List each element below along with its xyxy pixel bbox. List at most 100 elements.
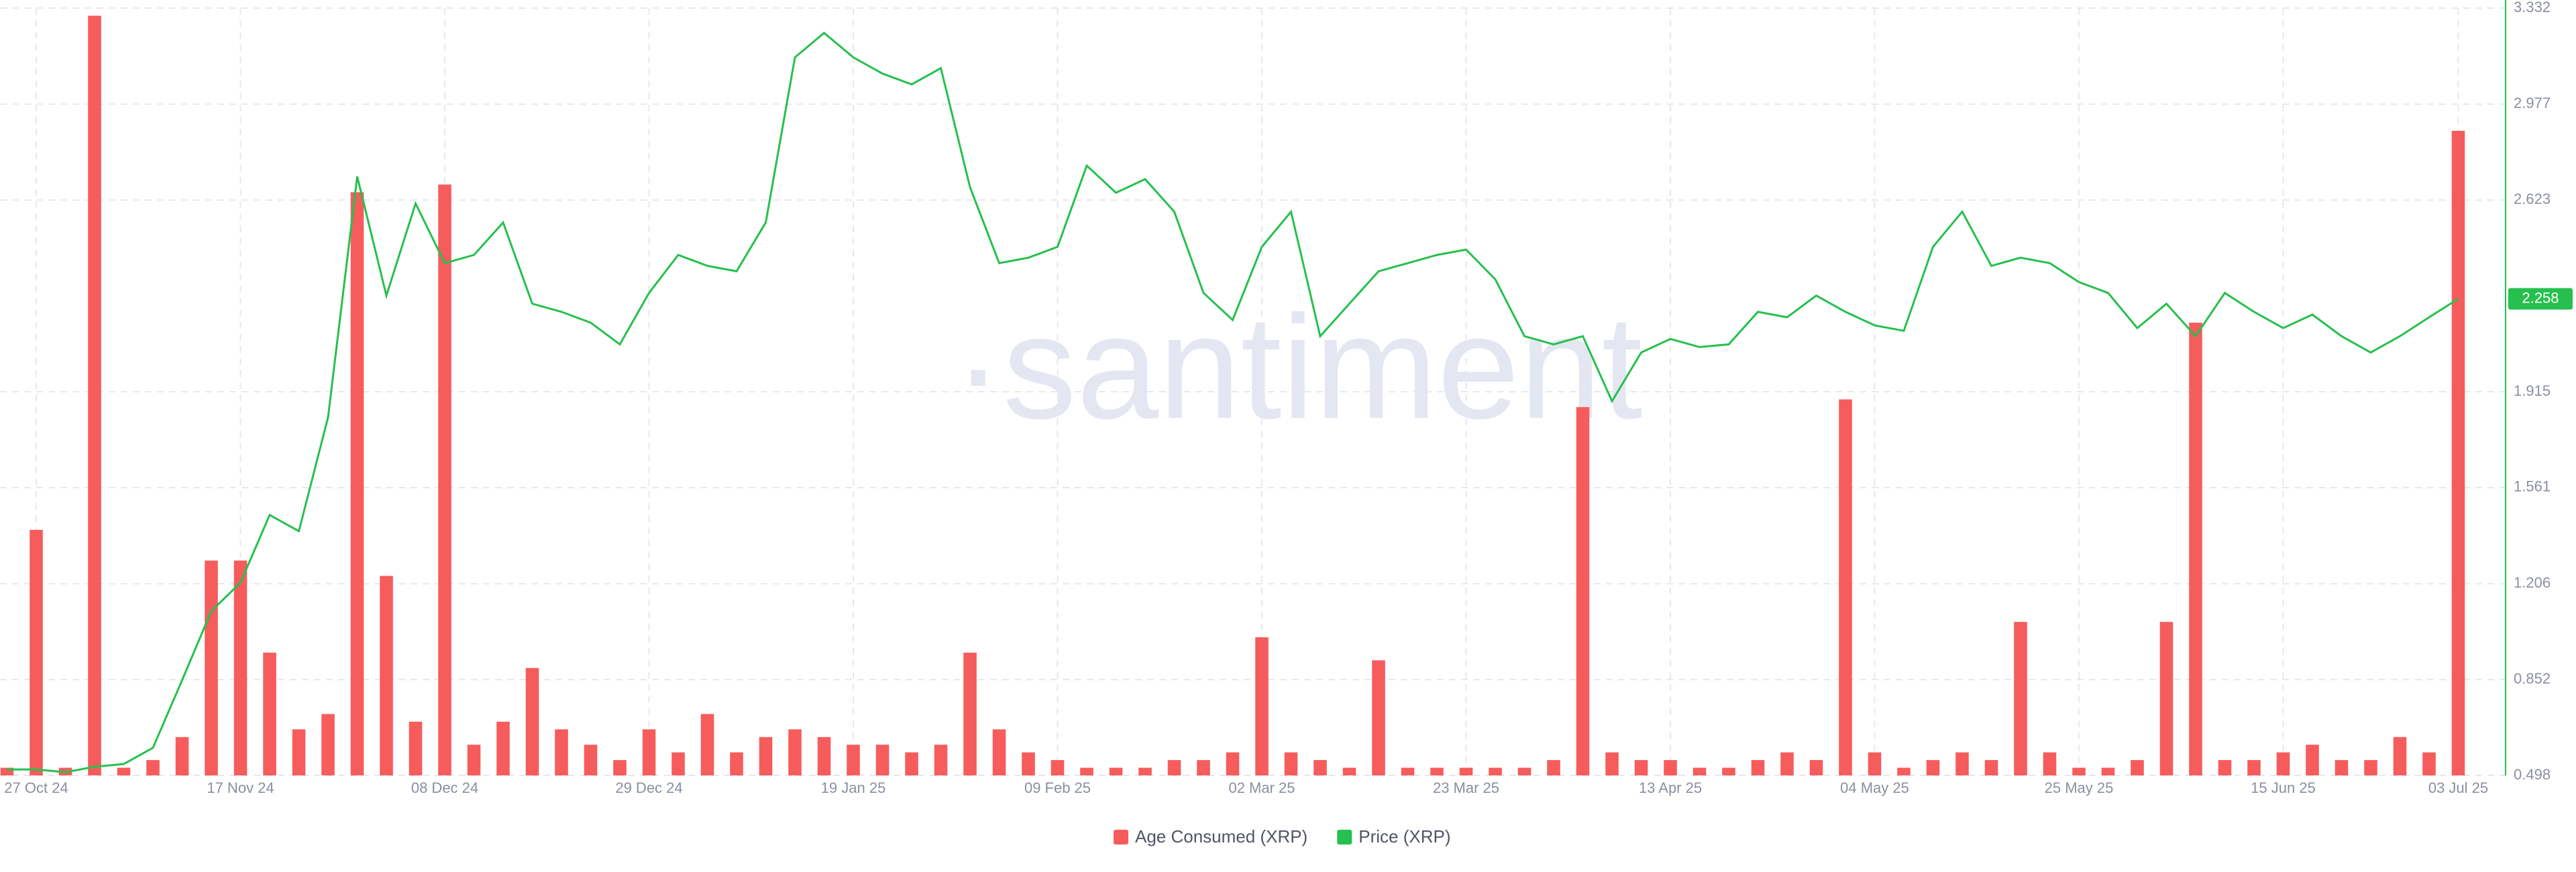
y2-tick-label: 2.977	[2514, 95, 2551, 111]
last-value-label: 2.258	[2522, 289, 2559, 306]
bar	[1547, 760, 1560, 775]
bar	[1839, 399, 1852, 775]
bar	[1664, 760, 1677, 775]
bar	[700, 714, 714, 775]
bar	[30, 529, 43, 775]
bar	[905, 752, 918, 775]
bar	[2422, 752, 2436, 775]
bar	[496, 721, 510, 775]
bar	[1984, 760, 1998, 775]
bar	[1342, 767, 1356, 775]
bar	[1489, 767, 1502, 775]
bar	[1605, 752, 1619, 775]
bar	[2247, 760, 2261, 775]
bar	[1226, 752, 1240, 775]
bar	[467, 745, 481, 775]
bar	[321, 714, 335, 775]
bar	[409, 721, 423, 775]
x-tick-label: 09 Feb 25	[1024, 779, 1091, 796]
bar	[817, 737, 831, 775]
bar	[1372, 660, 1385, 775]
bar	[1693, 767, 1707, 775]
bar	[875, 745, 890, 775]
bar	[2364, 760, 2377, 775]
bar	[1284, 752, 1298, 775]
bar	[88, 15, 101, 776]
bar	[525, 667, 539, 775]
bar	[963, 652, 977, 775]
bar	[1751, 760, 1765, 775]
bar	[1022, 752, 1035, 775]
bar	[1809, 760, 1823, 775]
bar	[0, 767, 14, 775]
legend: Age Consumed (XRP) Price (XRP)	[1114, 826, 1450, 847]
bar	[1517, 767, 1532, 775]
x-tick-label: 15 Jun 25	[2251, 779, 2316, 796]
bar	[1430, 767, 1444, 775]
bar	[1255, 637, 1269, 775]
bar	[1459, 767, 1473, 775]
bar	[1576, 406, 1590, 775]
bar	[1197, 760, 1210, 775]
bar	[438, 184, 451, 775]
x-tick-label: 25 May 25	[2045, 779, 2114, 796]
x-tick-label: 23 Mar 25	[1433, 779, 1499, 796]
x-tick-label: 13 Apr 25	[1639, 779, 1702, 796]
bar	[1313, 760, 1327, 775]
y2-tick-label: 0.498	[2514, 766, 2551, 783]
x-tick-label: 03 Jul 25	[2428, 779, 2488, 796]
bar	[1780, 752, 1794, 775]
bar	[2393, 737, 2407, 775]
bar	[672, 752, 685, 775]
bar	[175, 737, 189, 775]
bar	[1138, 767, 1152, 775]
bar	[2189, 323, 2202, 775]
bar	[934, 745, 948, 775]
bar	[555, 729, 568, 775]
bar	[1722, 767, 1735, 775]
bar	[350, 192, 364, 775]
y2-tick-label: 1.206	[2514, 574, 2551, 591]
bar	[613, 760, 627, 775]
legend-label: Age Consumed (XRP)	[1135, 826, 1307, 847]
y2-tick-label: 0.852	[2514, 670, 2551, 687]
x-tick-label: 19 Jan 25	[821, 779, 886, 796]
bar	[1955, 752, 1969, 775]
x-tick-label: 17 Nov 24	[207, 779, 274, 796]
y2-tick-label: 2.623	[2514, 190, 2551, 207]
bar	[1401, 767, 1415, 775]
bar	[847, 745, 860, 775]
bar	[263, 652, 276, 775]
bar	[1634, 760, 1648, 775]
y2-tick-label: 3.332	[2514, 0, 2551, 15]
y2-tick-label: 1.915	[2514, 382, 2551, 399]
x-tick-label: 04 May 25	[1840, 779, 1909, 796]
bar	[1868, 752, 1882, 775]
bar	[1109, 767, 1123, 775]
bar	[2014, 622, 2027, 775]
bar	[2218, 760, 2232, 775]
bar	[1926, 760, 1940, 775]
bar	[2334, 760, 2349, 775]
bar	[1051, 760, 1065, 775]
bar	[2276, 752, 2290, 775]
bar	[1080, 767, 1093, 775]
bar	[292, 729, 306, 775]
bar	[117, 767, 131, 775]
bar	[1167, 760, 1181, 775]
x-tick-label: 02 Mar 25	[1228, 779, 1295, 796]
bar	[2306, 745, 2319, 775]
legend-swatch	[1337, 830, 1352, 844]
bar	[2101, 767, 2115, 775]
last-value-tag	[2508, 288, 2573, 310]
x-tick-label: 08 Dec 24	[411, 779, 478, 796]
bar	[759, 737, 773, 775]
bar	[233, 560, 248, 775]
price-line	[7, 32, 2459, 773]
bar	[2131, 760, 2144, 775]
bar	[2451, 131, 2465, 776]
bar	[730, 752, 743, 775]
bar	[584, 745, 598, 775]
